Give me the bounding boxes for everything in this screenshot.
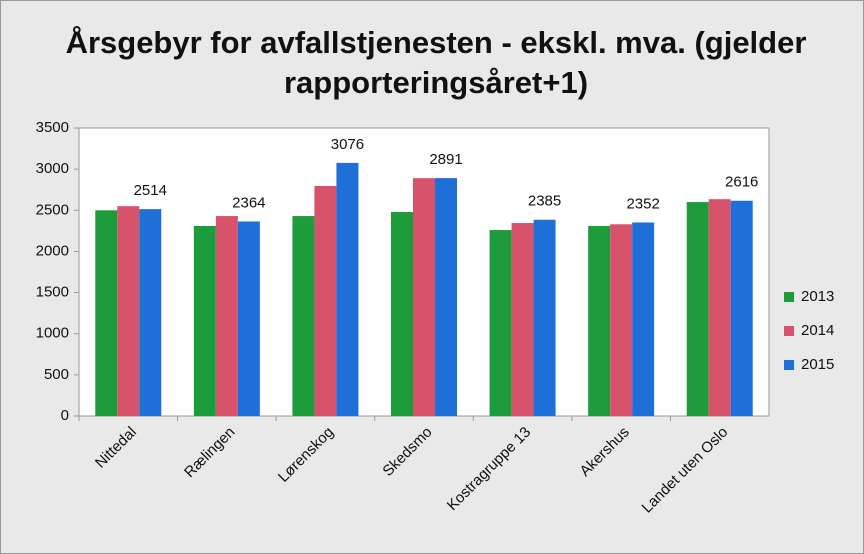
bar — [193, 225, 216, 416]
data-label: 2352 — [626, 195, 659, 212]
bar — [413, 178, 435, 416]
bar — [139, 209, 162, 416]
legend-label: 2013 — [801, 288, 834, 305]
y-tick-label: 0 — [61, 407, 69, 424]
bar — [632, 222, 655, 416]
y-tick-label: 3500 — [36, 119, 69, 136]
y-tick-label: 1500 — [36, 284, 69, 301]
bar — [511, 223, 534, 416]
bar — [435, 178, 457, 416]
y-tick-label: 500 — [44, 366, 69, 383]
bar — [292, 216, 315, 416]
bar — [686, 202, 709, 416]
bar — [708, 199, 731, 416]
x-tick-label: Skedsmo — [379, 424, 435, 480]
data-label: 2385 — [528, 193, 561, 210]
bar — [588, 225, 611, 416]
bar — [391, 211, 413, 416]
x-tick-label: Kostragruppe 13 — [444, 424, 534, 514]
bar — [533, 219, 556, 416]
x-tick-label: Rælingen — [181, 424, 238, 481]
legend-label: 2014 — [801, 322, 834, 339]
legend-swatch — [784, 292, 794, 302]
bar — [730, 200, 753, 416]
data-label: 3076 — [331, 136, 364, 153]
bar — [215, 216, 238, 416]
data-label: 2616 — [725, 174, 758, 191]
x-tick-label: Landet uten Oslo — [639, 424, 732, 517]
y-tick-label: 2000 — [36, 242, 69, 259]
x-tick-label: Akershus — [577, 424, 633, 480]
bar — [237, 221, 260, 416]
bar — [117, 206, 140, 416]
data-label: 2364 — [232, 194, 265, 211]
bar — [336, 162, 359, 416]
bar — [95, 210, 118, 416]
y-tick-label: 3000 — [36, 160, 69, 177]
legend-swatch — [784, 326, 794, 336]
chart-title: Årsgebyr for avfallstjenesten - ekskl. m… — [65, 25, 807, 100]
x-tick-label: Lørenskog — [275, 424, 337, 486]
legend-swatch — [784, 360, 794, 370]
bar — [314, 186, 337, 416]
y-tick-label: 1000 — [36, 325, 69, 342]
bar — [489, 230, 512, 416]
bar — [610, 224, 633, 416]
y-tick-label: 2500 — [36, 201, 69, 218]
data-label: 2514 — [134, 182, 167, 199]
data-label: 2891 — [429, 151, 462, 168]
x-tick-label: Nittedal — [92, 424, 140, 472]
legend-label: 2015 — [801, 356, 834, 373]
